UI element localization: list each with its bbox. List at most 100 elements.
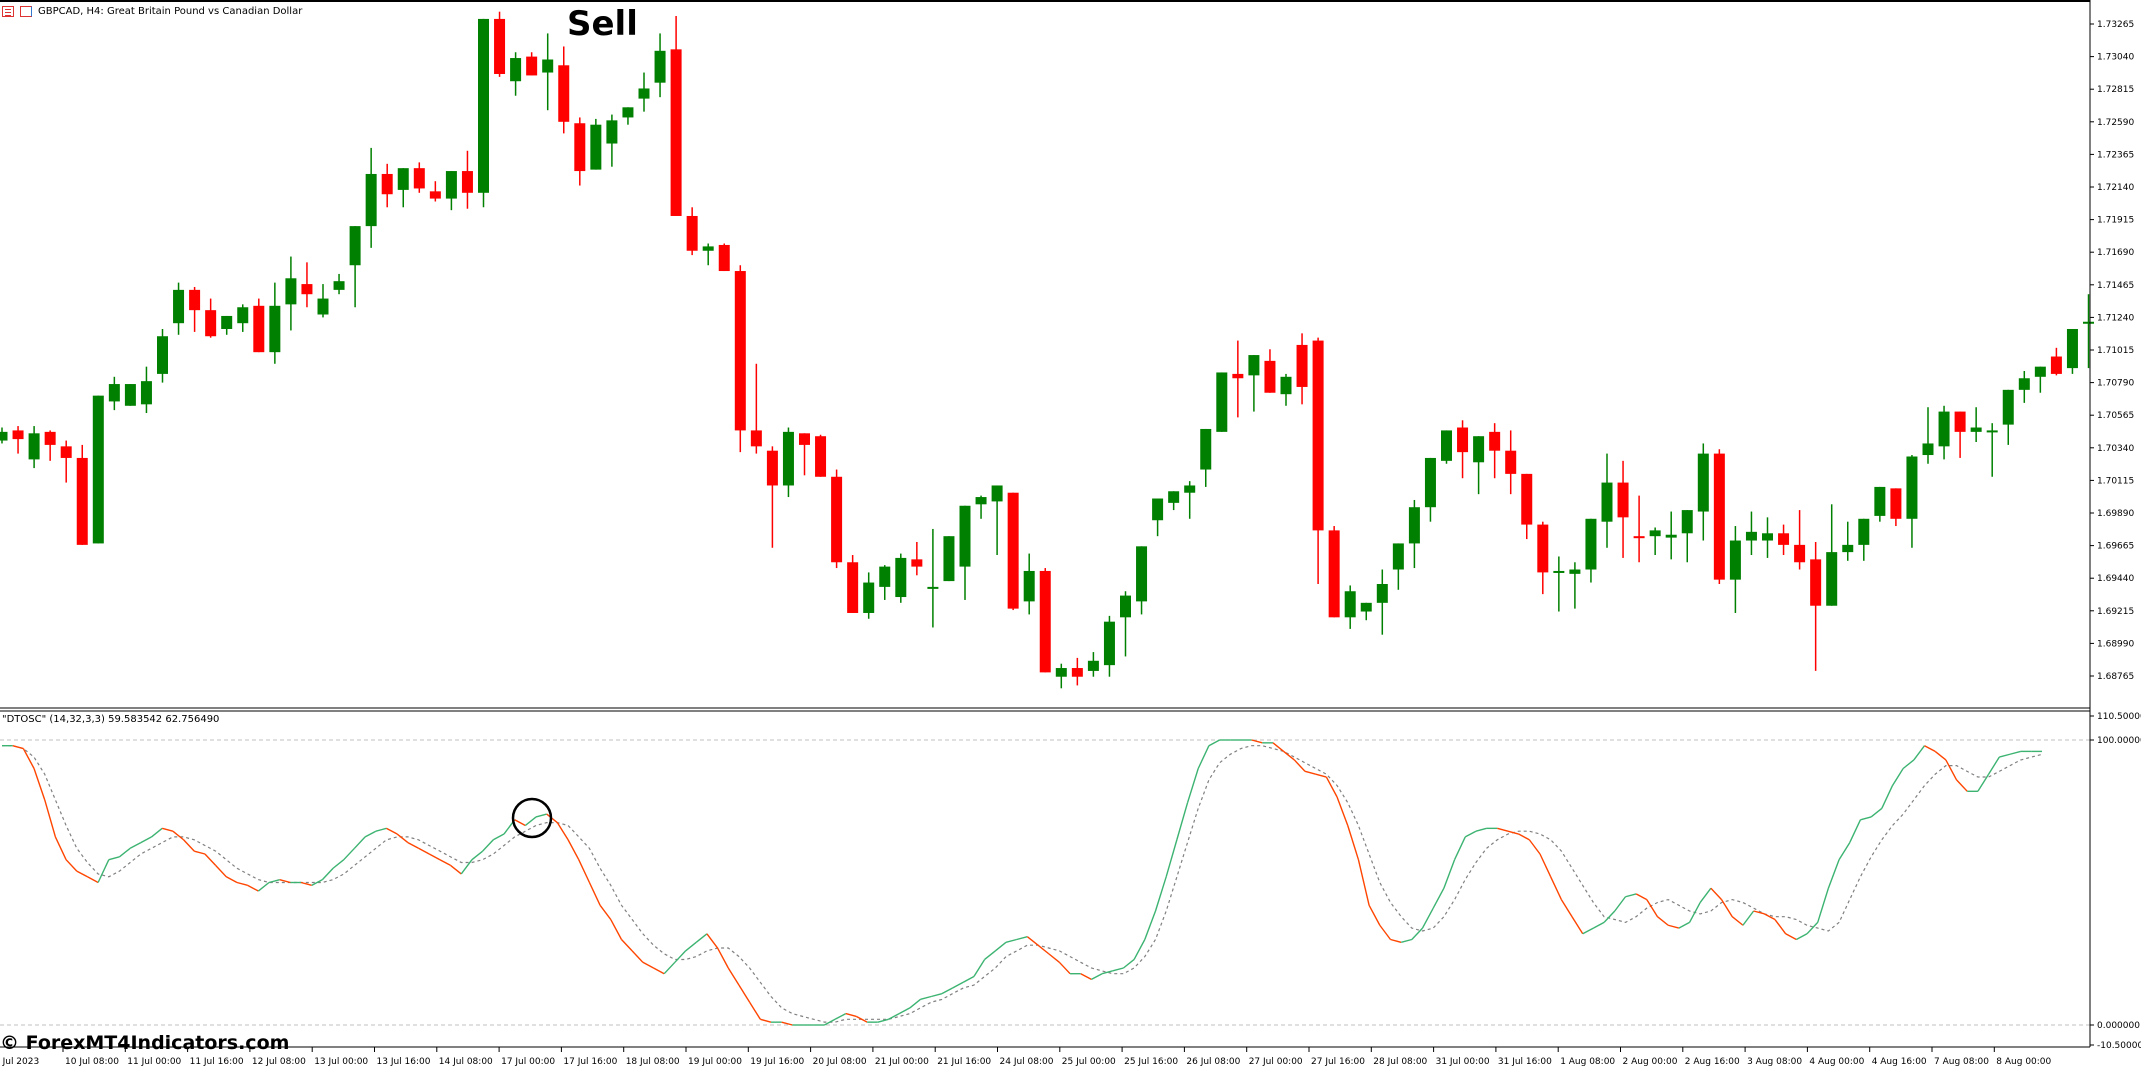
main-line-segment (482, 839, 494, 852)
main-line-segment (1806, 921, 1819, 935)
main-line-segment (2009, 750, 2021, 755)
main-line-segment (1315, 773, 1327, 778)
candle (1537, 521, 1549, 595)
main-line-segment (1956, 779, 1968, 792)
main-line-segment (1635, 893, 1648, 901)
price-axis: 1.73265 1.73040 1.72815 1.72590 1.72365 1.721… (2090, 20, 2134, 682)
candle (1697, 443, 1709, 541)
main-line-segment (610, 919, 623, 940)
candle (1200, 428, 1212, 487)
main-line-segment (12, 745, 24, 750)
main-line-segment (1539, 853, 1552, 878)
candle (1713, 449, 1725, 584)
main-line-segment (1497, 827, 1509, 832)
candle (28, 426, 40, 469)
main-line-segment (588, 882, 601, 906)
svg-text:18 Jul 08:00: 18 Jul 08:00 (626, 1057, 680, 1067)
main-line-segment (674, 950, 687, 963)
svg-text:0.000000: 0.000000 (2097, 1021, 2140, 1031)
main-line-segment (108, 856, 120, 861)
candle (1681, 510, 1693, 563)
candle (301, 262, 313, 308)
candle (1424, 457, 1436, 522)
candle (494, 11, 506, 77)
template-icon[interactable] (20, 5, 32, 17)
svg-text:17 Jul 00:00: 17 Jul 00:00 (501, 1057, 555, 1067)
price-pane (0, 11, 2094, 689)
candle (606, 114, 618, 167)
main-line-segment (1593, 921, 1605, 929)
main-line-segment (1026, 936, 1039, 946)
main-line-segment (1304, 770, 1316, 775)
candle (1890, 488, 1902, 527)
main-line-segment (1710, 887, 1723, 901)
candle (253, 298, 265, 353)
svg-text:100.000000: 100.000000 (2097, 736, 2141, 746)
main-line-segment (1860, 816, 1872, 821)
svg-text:31 Jul 00:00: 31 Jul 00:00 (1436, 1057, 1490, 1067)
main-line-segment (300, 881, 312, 887)
main-line-segment (268, 878, 280, 884)
main-line-segment (1571, 916, 1584, 935)
candle (654, 33, 666, 98)
main-line-segment (1977, 773, 1990, 792)
svg-text:1.71240: 1.71240 (2097, 313, 2134, 323)
main-line-segment (172, 830, 185, 841)
main-line-segment (1582, 927, 1594, 935)
main-line-segment (1646, 899, 1659, 918)
main-line-segment (984, 950, 996, 960)
candle (12, 426, 24, 454)
svg-text:1.70790: 1.70790 (2097, 379, 2134, 389)
main-line-segment (738, 984, 751, 1003)
main-line-segment (76, 870, 88, 878)
main-line-segment (97, 859, 110, 883)
main-line-segment (54, 836, 67, 860)
main-line-segment (343, 847, 355, 861)
chart-list-icon[interactable] (2, 5, 14, 17)
main-line-segment (1390, 938, 1402, 944)
candle (1970, 407, 1982, 443)
candle (76, 444, 88, 545)
main-line-segment (1763, 913, 1776, 921)
candle (1264, 349, 1276, 393)
candle (1232, 340, 1244, 418)
main-line-segment (236, 881, 248, 887)
main-line-segment (418, 847, 430, 855)
candle (1023, 553, 1035, 615)
candle (638, 72, 650, 112)
main-line-segment (706, 933, 719, 949)
main-line-segment (567, 839, 580, 861)
candle (863, 572, 875, 619)
svg-text:17 Jul 16:00: 17 Jul 16:00 (563, 1057, 617, 1067)
main-line-segment (888, 1012, 900, 1020)
indicator-label: "DTOSC" (14,32,3,3) 59.583542 62.756490 (2, 714, 220, 725)
candle (1392, 543, 1404, 590)
svg-text:1.71015: 1.71015 (2097, 346, 2134, 356)
candle (1136, 546, 1148, 615)
main-line-segment (1005, 938, 1017, 944)
main-line-segment (428, 853, 441, 861)
candle (237, 304, 249, 332)
main-line-segment (1144, 910, 1157, 940)
candle (1986, 423, 1998, 477)
main-line-segment (22, 748, 35, 769)
candle (782, 427, 794, 498)
candle (975, 495, 987, 519)
main-line-segment (407, 841, 419, 849)
candle (815, 434, 827, 477)
main-line-segment (375, 827, 387, 832)
candle (1344, 585, 1356, 629)
candle (1922, 407, 1934, 464)
candle (445, 171, 457, 211)
candle (221, 315, 233, 335)
candle (1810, 541, 1822, 671)
main-line-segment (920, 995, 932, 1001)
candle (1103, 615, 1115, 677)
candle (510, 52, 522, 96)
main-line-segment (620, 939, 633, 952)
main-line-segment (1186, 768, 1199, 803)
main-line-segment (909, 998, 921, 1009)
candle (991, 485, 1003, 556)
candle (124, 384, 136, 406)
